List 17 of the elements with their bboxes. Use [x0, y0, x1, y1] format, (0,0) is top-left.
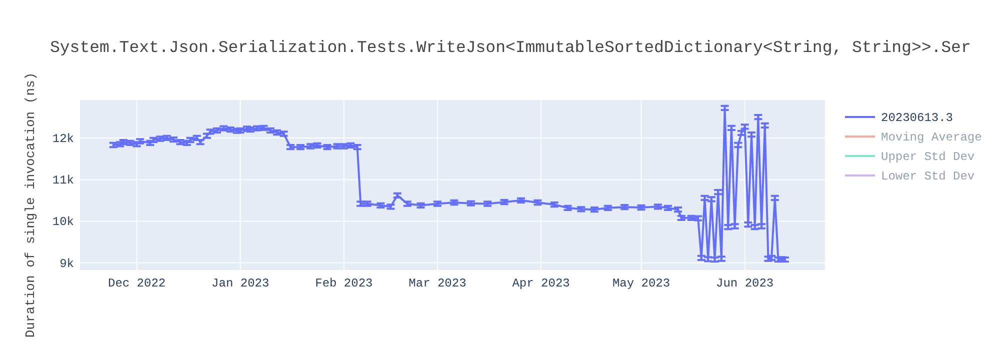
x-tick-label: Mar 2023 — [408, 276, 466, 291]
y-tick-label: 11k — [52, 173, 74, 188]
y-tick-label: 9k — [60, 256, 74, 271]
y-tick-label: 10k — [52, 215, 74, 230]
legend-label: Upper Std Dev — [881, 150, 975, 164]
x-tick-label: Dec 2022 — [108, 276, 166, 291]
legend-label: Moving Average — [881, 130, 982, 144]
legend-label: 20230613.3 — [881, 111, 954, 125]
y-tick-label: 12k — [52, 132, 74, 146]
legend-label: Lower Std Dev — [881, 170, 975, 184]
x-tick-label: Apr 2023 — [512, 276, 570, 291]
x-tick-label: Jan 2023 — [212, 276, 270, 291]
y-axis-title: Duration of single invocation (ns) — [23, 72, 38, 338]
x-tick-label: Jun 2023 — [716, 276, 774, 291]
x-tick-label: May 2023 — [612, 276, 670, 291]
x-tick-label: Feb 2023 — [315, 276, 373, 291]
chart-title: System.Text.Json.Serialization.Tests.WriteJson<ImmutableSortedDictionary<String, String>>.Ser — [50, 38, 971, 57]
